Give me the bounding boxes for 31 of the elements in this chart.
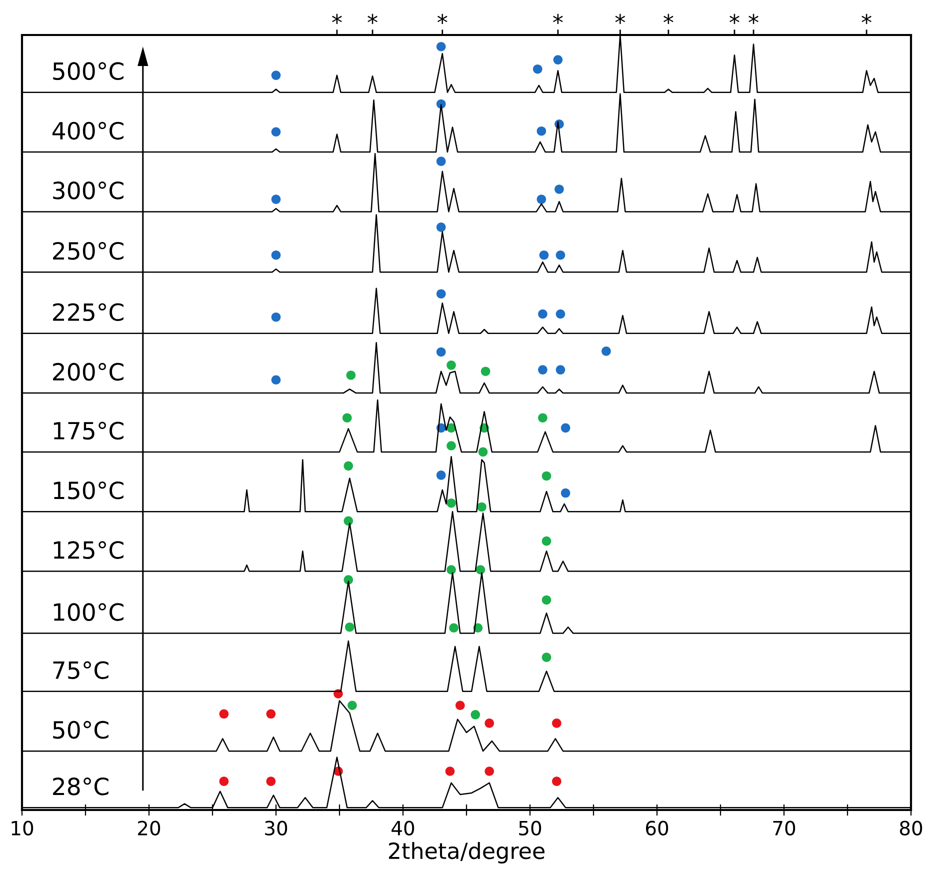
- series-label: 225°C: [53, 303, 124, 322]
- x-tick-label: 60: [646, 820, 668, 836]
- x-tick-label: 70: [773, 820, 796, 836]
- ref-line-label: *: [368, 14, 378, 24]
- series-label: 400°C: [52, 122, 124, 140]
- x-axis-title: 2theta/degree: [388, 842, 544, 864]
- x-tick-label: 50: [519, 820, 542, 836]
- series-label: 28°C: [53, 777, 108, 796]
- ref-line-label: *: [437, 14, 448, 24]
- ref-line-label: *: [664, 14, 674, 24]
- series-label: 125°C: [54, 541, 124, 559]
- ref-line-label: *: [862, 14, 872, 24]
- series-label: 100°C: [54, 603, 124, 621]
- x-tick-label: 20: [138, 820, 160, 836]
- series-label: 50°C: [53, 720, 108, 739]
- ref-line-label: *: [332, 14, 342, 24]
- series-label: 500°C: [53, 62, 124, 80]
- x-tick-label: 80: [900, 820, 922, 836]
- x-tick-label: 40: [392, 820, 414, 836]
- series-label: 150°C: [54, 481, 124, 500]
- x-tick-label: 10: [12, 820, 34, 836]
- ref-line-label: *: [553, 14, 563, 24]
- series-label: 200°C: [53, 362, 124, 381]
- series-label: 300°C: [53, 182, 124, 200]
- series-label: 175°C: [54, 422, 124, 440]
- series-label: 75°C: [53, 661, 108, 680]
- ref-line-label: *: [748, 14, 758, 24]
- ref-line-label: *: [730, 14, 740, 24]
- series-label: 250°C: [53, 242, 124, 260]
- x-tick-label: 30: [265, 820, 288, 836]
- ref-line-label: *: [615, 14, 626, 24]
